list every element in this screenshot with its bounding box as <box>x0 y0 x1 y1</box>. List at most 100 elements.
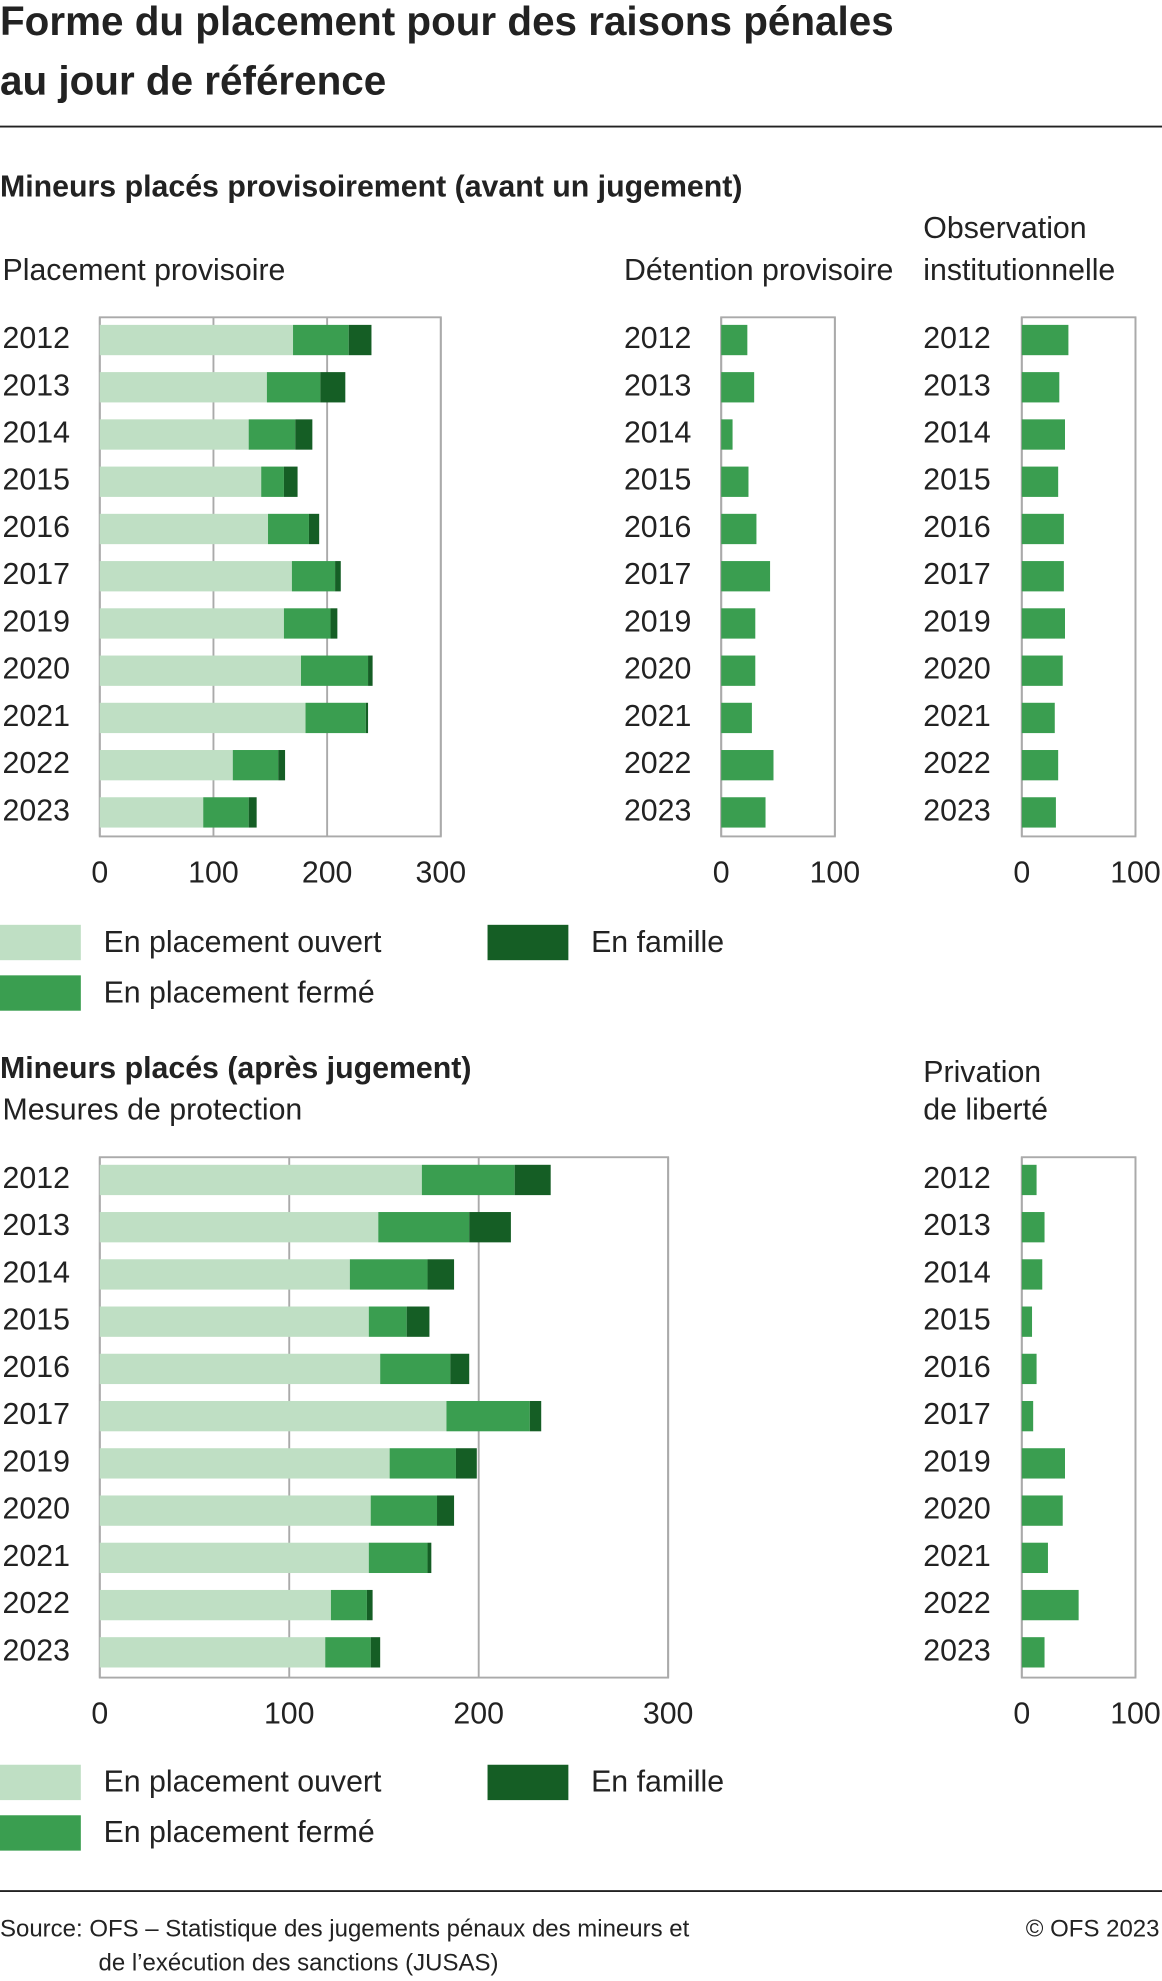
y-tick-label: 2012 <box>923 1162 990 1195</box>
bar-segment <box>99 372 267 403</box>
bar <box>721 324 748 356</box>
legend-swatch <box>0 1764 81 1801</box>
bar-segment <box>368 655 373 686</box>
bar-segment <box>99 1164 422 1196</box>
bar-segment <box>99 1212 379 1243</box>
bar-segment <box>446 1400 530 1432</box>
x-tick-label: 0 <box>91 856 108 889</box>
y-tick-label: 2017 <box>923 558 990 591</box>
bar-segment <box>99 608 284 639</box>
section-heading: Mineurs placés provisoirement (avant un … <box>0 170 742 203</box>
bar-segment <box>99 561 292 592</box>
bar-segment <box>529 1400 542 1432</box>
legend-label: En placement fermé <box>104 976 375 1009</box>
y-tick-label: 2017 <box>624 558 691 591</box>
bar <box>1021 419 1065 450</box>
bar-segment <box>348 324 372 356</box>
y-tick-label: 2020 <box>923 1493 990 1526</box>
copyright: © OFS 2023 <box>1026 1916 1160 1943</box>
legend-swatch <box>487 1764 569 1801</box>
chart-title: Mesures de protection <box>3 1094 303 1127</box>
y-tick-label: 2012 <box>3 1162 70 1195</box>
bar-segment <box>427 1259 455 1290</box>
bar <box>721 561 771 592</box>
bar-segment <box>99 1448 390 1479</box>
bar-segment <box>261 466 284 497</box>
bar <box>1021 466 1059 497</box>
bar-segment <box>335 561 341 592</box>
y-tick-label: 2022 <box>624 747 691 780</box>
y-tick-label: 2013 <box>3 369 70 402</box>
legend-swatch <box>0 924 81 961</box>
y-tick-label: 2012 <box>3 322 70 355</box>
bar <box>1021 513 1064 545</box>
bar-segment <box>283 608 331 639</box>
bar-segment <box>365 702 369 734</box>
bar <box>1021 1637 1045 1668</box>
x-tick-label: 100 <box>188 856 239 889</box>
chart-title: Observation <box>923 212 1086 245</box>
y-tick-label: 2020 <box>923 653 990 686</box>
y-tick-label: 2020 <box>3 1493 70 1526</box>
y-tick-label: 2016 <box>923 1351 990 1384</box>
bar-segment <box>305 702 366 734</box>
bar <box>1021 702 1055 734</box>
bar-segment <box>450 1353 470 1385</box>
y-tick-label: 2012 <box>923 322 990 355</box>
page-title: Forme du placement pour des raisons péna… <box>0 0 894 44</box>
bar <box>1021 750 1059 781</box>
bar <box>1021 1353 1037 1385</box>
bar-segment <box>99 466 262 497</box>
source: de l’exécution des sanctions (JUSAS) <box>99 1950 499 1977</box>
legend-label: En placement ouvert <box>104 926 382 959</box>
bar <box>1021 1259 1043 1290</box>
chart-title: Détention provisoire <box>624 254 893 287</box>
bar <box>1021 1589 1079 1621</box>
bar-segment <box>99 1495 371 1526</box>
x-tick-label: 200 <box>453 1697 504 1730</box>
y-tick-label: 2013 <box>3 1209 70 1242</box>
y-tick-label: 2015 <box>3 464 70 497</box>
x-tick-label: 300 <box>416 856 467 889</box>
y-tick-label: 2017 <box>923 1398 990 1431</box>
legend-label: En famille <box>591 1766 724 1799</box>
x-tick-label: 100 <box>1110 856 1161 889</box>
bar-segment <box>406 1306 430 1337</box>
section-heading: Mineurs placés (après jugement) <box>0 1052 471 1085</box>
legend-swatch <box>0 1815 81 1851</box>
bar-segment <box>99 419 249 450</box>
bar <box>721 655 756 686</box>
legend-swatch <box>0 975 81 1011</box>
bar-segment <box>99 324 294 356</box>
bar-segment <box>295 419 313 450</box>
bar-segment <box>368 1542 428 1574</box>
y-tick-label: 2017 <box>3 558 70 591</box>
bar <box>721 608 756 639</box>
bar-segment <box>368 1306 407 1337</box>
bar-segment <box>469 1212 511 1243</box>
y-tick-label: 2022 <box>3 1587 70 1620</box>
bar <box>721 750 774 781</box>
bar-segment <box>389 1448 456 1479</box>
bar-segment <box>291 561 336 592</box>
bar <box>721 372 755 403</box>
y-tick-label: 2014 <box>923 1256 990 1289</box>
y-tick-label: 2019 <box>923 1445 990 1478</box>
legend-swatch <box>487 924 569 961</box>
bar-segment <box>366 1589 373 1621</box>
bar-segment <box>99 702 306 734</box>
y-tick-label: 2015 <box>624 464 691 497</box>
bar-segment <box>99 655 301 686</box>
bar-segment <box>320 372 346 403</box>
bar-segment <box>437 1495 455 1526</box>
y-tick-label: 2014 <box>923 417 990 450</box>
bar-segment <box>99 797 204 828</box>
bar-segment <box>99 1637 326 1668</box>
bar <box>721 702 752 734</box>
page-title: au jour de référence <box>0 57 386 103</box>
bar-segment <box>278 750 286 781</box>
chart-title: de liberté <box>923 1094 1048 1127</box>
chart-title: Placement provisoire <box>3 254 286 287</box>
bar <box>721 797 766 828</box>
